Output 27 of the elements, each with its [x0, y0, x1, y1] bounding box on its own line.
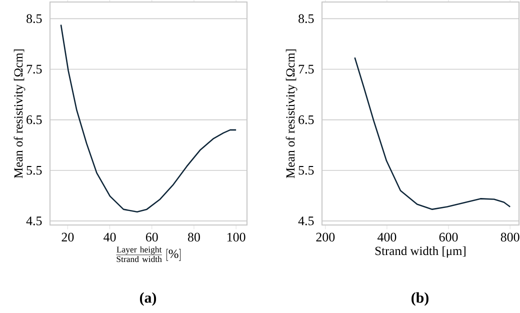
x-tick-label: 80 — [188, 232, 200, 242]
x-tick-label: 800 — [500, 232, 520, 242]
x-tick-label: 20 — [62, 232, 74, 242]
y-tick-label: 4.5 — [298, 216, 314, 226]
y-tick-label: 8.5 — [26, 14, 42, 24]
y-tick-label: 5.5 — [26, 166, 42, 175]
y-tick-label: 6.5 — [298, 115, 314, 124]
y-tick-label: 6.5 — [26, 115, 42, 124]
x-tick-label: 60 — [146, 232, 158, 242]
x-tick-label: 40 — [104, 232, 116, 242]
line-series — [60, 24, 237, 212]
y-tick-label: 8.5 — [298, 14, 314, 24]
y-tick-label: 7.5 — [298, 64, 314, 74]
x-axis-title: $\frac{\mathrm{Layer\ height}}{\mathrm{Strand\ width}}\,[\%]$ — [116, 246, 181, 262]
x-tick-label: 400 — [377, 232, 396, 242]
x-tick-label: 200 — [316, 232, 335, 242]
x-tick-label: 100 — [227, 232, 246, 242]
y-axis-title: Mean of resistivity [Ωcm] — [286, 49, 298, 178]
y-tick-label: 7.5 — [26, 64, 42, 74]
y-axis-title: Mean of resistivity [Ωcm] — [14, 49, 26, 178]
x-axis-title: Strand width [μm] — [375, 246, 466, 258]
line-series — [354, 56, 511, 210]
text: (a) — [140, 292, 156, 306]
y-tick-label: 4.5 — [26, 216, 42, 226]
text: (b) — [412, 292, 428, 306]
y-tick-label: 5.5 — [298, 166, 314, 175]
x-tick-label: 600 — [439, 232, 458, 242]
